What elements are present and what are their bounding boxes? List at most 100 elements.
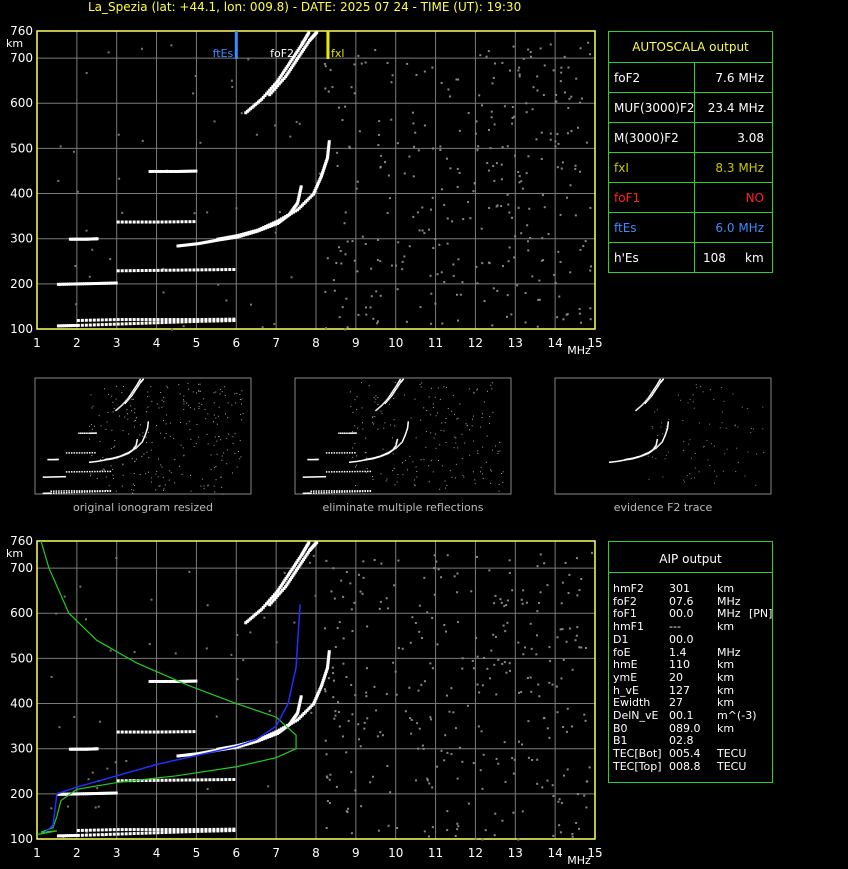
noise-dot xyxy=(562,774,565,777)
thumbnail-trace-point xyxy=(115,409,117,412)
thumbnail-trace-point xyxy=(666,426,669,428)
thumbnail-trace-point xyxy=(134,389,137,392)
trace-point xyxy=(148,169,152,173)
noise-dot xyxy=(472,762,475,765)
foF2-label: foF2 xyxy=(270,47,294,60)
thumbnail-trace-point xyxy=(80,432,82,434)
thumbnail-trace-point xyxy=(398,444,400,446)
trace-point xyxy=(78,282,82,286)
thumbnail-dot xyxy=(432,471,434,473)
noise-dot xyxy=(527,720,530,723)
thumbnail-dot xyxy=(215,479,217,481)
trace-point xyxy=(264,92,268,96)
thumbnail-dot xyxy=(168,479,170,481)
thumbnail-dot xyxy=(377,403,379,405)
trace-point xyxy=(210,239,214,243)
noise-dot xyxy=(458,129,461,132)
thumbnail-dot xyxy=(241,419,243,421)
thumbnail-trace-point xyxy=(379,455,382,457)
thumbnail-dot xyxy=(354,425,356,427)
noise-dot xyxy=(565,640,568,643)
thumbnail-dot xyxy=(481,413,483,415)
autoscala-divider xyxy=(694,62,695,272)
thumbnail-dot xyxy=(190,490,192,492)
noise-dot xyxy=(391,74,394,77)
thumbnail-trace-point xyxy=(312,458,314,461)
thumbnail-trace-point xyxy=(386,400,389,402)
trace-point xyxy=(72,747,76,751)
trace-point xyxy=(266,600,270,604)
thumbnail-trace-point xyxy=(137,381,140,384)
trace-point xyxy=(184,679,188,683)
thumbnail-trace-point xyxy=(336,471,338,473)
thumbnail-trace-point xyxy=(657,445,659,447)
thumbnail-trace-point xyxy=(341,452,343,454)
thumbnail-trace-point xyxy=(343,432,346,434)
trace-point xyxy=(104,791,108,795)
thumbnail-trace-point xyxy=(611,461,614,463)
noise-dot xyxy=(454,835,457,838)
noise-dot xyxy=(476,683,479,686)
trace-point xyxy=(136,269,140,273)
trace-point xyxy=(314,697,318,701)
thumbnail-trace-point xyxy=(49,476,51,478)
thumbnail-dot xyxy=(226,437,228,439)
noise-dot xyxy=(580,321,583,324)
noise-dot xyxy=(486,667,489,670)
trace-point xyxy=(325,666,329,670)
noise-dot xyxy=(325,327,328,330)
thumbnail-trace-point xyxy=(131,449,133,452)
thumbnail-trace-point xyxy=(407,422,409,425)
thumbnail-trace-point xyxy=(637,407,639,410)
thumbnail-trace-point xyxy=(645,399,648,402)
trace-point xyxy=(204,750,208,754)
trace-point xyxy=(140,321,144,325)
trace-point xyxy=(192,220,196,224)
autoscala-title: AUTOSCALA output xyxy=(632,40,749,54)
noise-dot xyxy=(364,61,367,64)
trace-point xyxy=(76,792,80,796)
noise-dot xyxy=(429,274,432,277)
thumbnail-trace-point xyxy=(89,432,91,434)
noise-dot xyxy=(361,235,364,238)
trace-point xyxy=(228,317,232,321)
thumbnail-trace-point xyxy=(374,456,377,459)
trace-point xyxy=(316,691,320,695)
trace-point xyxy=(260,97,264,101)
thumbnail-trace-point xyxy=(638,455,641,458)
trace-point xyxy=(100,833,104,837)
noise-dot xyxy=(527,249,530,252)
trace-point xyxy=(216,237,220,241)
noise-dot xyxy=(580,577,583,580)
thumbnail-dot xyxy=(198,390,200,392)
thumbnail-dot xyxy=(156,403,158,405)
noise-dot xyxy=(494,62,497,65)
thumbnail-dot xyxy=(226,449,228,451)
trace-point xyxy=(74,833,78,837)
noise-dot xyxy=(418,630,421,633)
thumbnail-trace-point xyxy=(397,385,400,387)
noise-dot xyxy=(475,120,478,123)
noise-dot xyxy=(326,800,329,803)
thumbnail-trace-point xyxy=(136,386,139,388)
thumbnail-trace-point xyxy=(331,471,333,473)
trace-point xyxy=(78,237,82,241)
thumbnail-trace-point xyxy=(350,432,352,434)
trace-point xyxy=(220,746,224,750)
trace-point xyxy=(272,597,276,601)
thumbnail-dot xyxy=(732,393,734,395)
trace-point xyxy=(288,571,292,575)
thumbnail-dot xyxy=(750,427,752,429)
x-tick-label: 5 xyxy=(193,336,201,350)
trace-point xyxy=(220,319,224,323)
trace-point xyxy=(280,582,284,586)
noise-dot xyxy=(76,190,79,193)
noise-dot xyxy=(206,604,209,607)
thumbnail-dot xyxy=(103,388,105,390)
aip-key: DelN_vE xyxy=(613,709,659,722)
thumbnail-trace-point xyxy=(315,492,318,494)
thumbnail-dot xyxy=(682,450,684,452)
thumbnail-trace-point xyxy=(394,389,397,392)
noise-dot xyxy=(205,647,208,650)
trace-point xyxy=(68,747,72,751)
